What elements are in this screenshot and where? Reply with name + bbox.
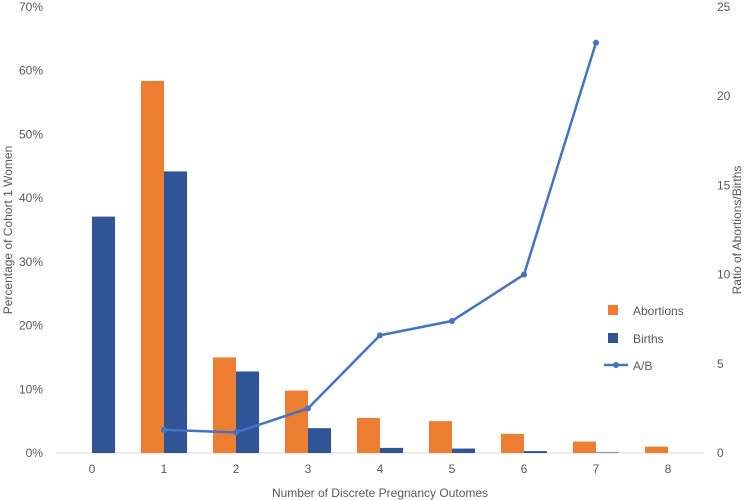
bar-births-7 [596, 452, 620, 453]
y-tick-label: 60% [19, 64, 43, 78]
point-ratio-2 [233, 429, 239, 436]
legend-swatch-marker [613, 362, 619, 368]
point-ratio-7 [593, 39, 599, 46]
y2-tick-label: 25 [717, 0, 731, 14]
bar-births-3 [308, 428, 332, 453]
y2-axis-title: Ratio of Abortions/Births [730, 166, 744, 295]
bar-births-2 [236, 371, 260, 453]
legend-swatch-abortions [608, 305, 618, 315]
point-ratio-4 [377, 332, 383, 339]
bar-births-5 [452, 448, 476, 453]
bar-births-1 [164, 171, 188, 453]
y-tick-label: 50% [19, 127, 43, 141]
legend-label-births: Births [633, 332, 664, 346]
point-ratio-6 [521, 271, 527, 278]
x-tick-label: 7 [593, 462, 600, 476]
y2-tick-label: 15 [717, 178, 731, 192]
legend-swatch-births [608, 333, 618, 343]
y-tick-label: 20% [19, 319, 43, 333]
x-tick-label: 3 [305, 462, 312, 476]
x-tick-label: 8 [665, 462, 672, 476]
bar-abortions-4 [356, 417, 380, 453]
y-axis-title: Percentage of Cohort 1 Women [1, 146, 15, 315]
ratio-line-group [161, 39, 599, 436]
x-axis-ticks: 0 1 2 3 4 5 6 7 8 [89, 462, 672, 476]
point-ratio-3 [305, 405, 311, 412]
bars-group [92, 80, 668, 453]
y2-tick-label: 20 [717, 89, 731, 103]
x-tick-label: 4 [377, 462, 384, 476]
legend-label-abortions: Abortions [633, 304, 684, 318]
bar-abortions-3 [284, 390, 308, 453]
y-tick-label: 40% [19, 191, 43, 205]
x-tick-label: 2 [233, 462, 240, 476]
bar-abortions-7 [572, 441, 596, 453]
point-ratio-5 [449, 317, 455, 324]
x-tick-label: 1 [161, 462, 168, 476]
bar-births-0 [92, 216, 116, 453]
bar-births-4 [380, 447, 404, 453]
y2-tick-label: 10 [717, 268, 731, 282]
x-axis-title: Number of Discrete Pregnancy Outomes [272, 486, 488, 500]
y2-tick-label: 5 [717, 357, 724, 371]
bar-abortions-6 [500, 433, 524, 453]
bar-births-6 [524, 451, 548, 453]
y2-axis-ticks: 0 5 10 15 20 25 [717, 0, 731, 460]
y-tick-label: 0% [26, 446, 44, 460]
bar-abortions-8 [644, 446, 668, 453]
y-axis-ticks: 0% 10% 20% 30% 40% 50% 60% 70% [19, 0, 43, 460]
point-ratio-1 [161, 426, 167, 433]
legend-label-ratio: A/B [633, 359, 652, 373]
bar-abortions-1 [140, 80, 164, 453]
y-tick-label: 70% [19, 0, 43, 14]
legend: Abortions Births A/B [604, 304, 684, 373]
x-tick-label: 6 [521, 462, 528, 476]
y-tick-label: 30% [19, 255, 43, 269]
x-tick-label: 0 [89, 462, 96, 476]
x-tick-label: 5 [449, 462, 456, 476]
bar-abortions-5 [428, 421, 452, 453]
bar-abortions-2 [212, 357, 236, 453]
y2-tick-label: 0 [717, 446, 724, 460]
y-tick-label: 10% [19, 382, 43, 396]
